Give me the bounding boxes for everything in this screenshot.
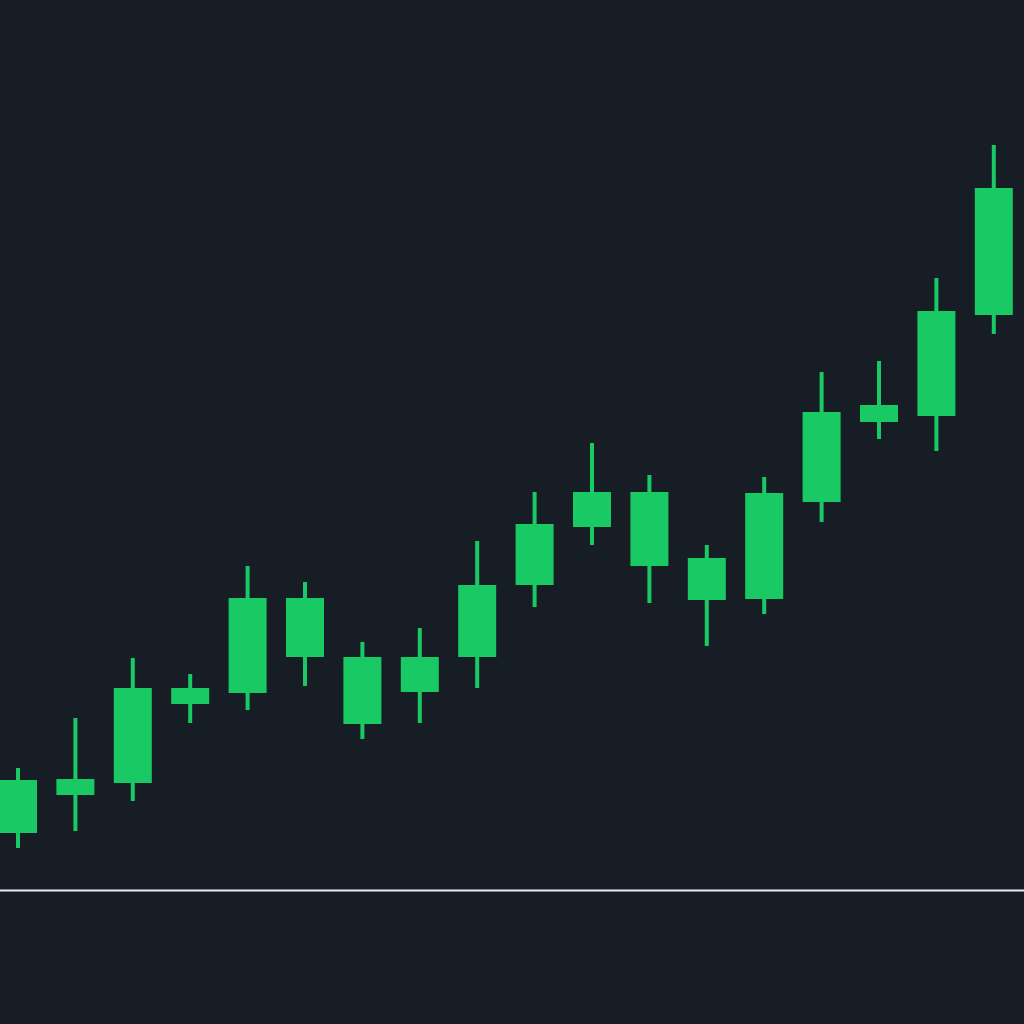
candle-body bbox=[515, 524, 554, 585]
candle-body bbox=[860, 405, 898, 422]
candle-body bbox=[630, 492, 669, 566]
candle-body bbox=[917, 311, 956, 416]
candle-body bbox=[113, 688, 152, 783]
candle-body bbox=[228, 598, 267, 693]
candle-body bbox=[974, 188, 1013, 315]
candle-body bbox=[171, 688, 210, 704]
candle-body bbox=[745, 493, 784, 599]
candle-body bbox=[286, 598, 324, 657]
candle-body bbox=[458, 585, 497, 657]
candle-body bbox=[802, 412, 841, 502]
candle-body bbox=[343, 657, 382, 724]
candle-body bbox=[687, 558, 726, 600]
candle-body bbox=[56, 779, 95, 795]
candle-body bbox=[400, 657, 439, 692]
candle-body bbox=[0, 780, 37, 833]
candle-body bbox=[573, 492, 611, 527]
